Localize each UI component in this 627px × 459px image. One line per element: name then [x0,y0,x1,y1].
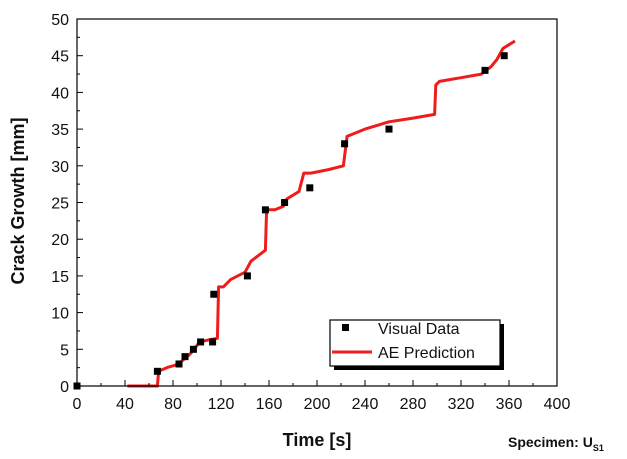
data-point-visual-data-9 [261,206,269,214]
x-tick-label: 400 [544,396,571,413]
data-point-visual-data-3 [181,353,189,361]
data-point-visual-data-10 [281,199,289,206]
x-tick-label: 120 [208,396,235,413]
y-tick-label: 45 [51,49,69,66]
data-point-visual-data-15 [500,52,508,60]
axes: 0 40 80 120 160 200 240 280 320 360 400 0 5 10 15 20 25 3… [51,12,570,413]
legend-label-visual-data: Visual Data [378,321,460,338]
y-tick-label: 15 [51,269,69,286]
x-tick-label: 360 [496,396,523,413]
specimen-label: Specimen: US1 [508,434,604,453]
x-tick-label: 320 [448,396,475,413]
y-tick-label: 20 [51,232,69,249]
legend-label-ae-prediction: AE Prediction [378,345,475,362]
x-tick-label: 240 [352,396,379,413]
data-point-visual-data-1 [153,367,161,375]
y-tick-label: 10 [51,306,69,323]
y-tick-label: 0 [60,379,69,396]
data-point-visual-data-2 [175,360,183,368]
y-axis-label: Crack Growth [mm] [8,117,28,284]
legend: Visual Data AE Prediction [329,319,504,370]
x-tick-label: 280 [400,396,427,413]
y-tick-label: 40 [51,85,69,102]
data-point-visual-data-6 [209,338,217,346]
data-point-visual-data-11 [306,184,314,192]
y-tick-label: 35 [51,122,69,139]
x-tick-label: 200 [304,396,331,413]
y-tick-label: 5 [60,342,69,359]
data-point-visual-data-8 [243,272,251,280]
x-tick-label: 0 [73,396,82,413]
legend-box [329,319,501,367]
y-tick-label: 50 [51,12,69,29]
y-tick-label: 25 [51,196,69,213]
data-point-visual-data-14 [481,66,489,74]
x-axis-label: Time [s] [283,430,352,450]
y-tick-label: 30 [51,159,69,176]
x-tick-label: 160 [256,396,283,413]
legend-marker-visual-data [342,324,349,331]
specimen-label-subscript: S1 [593,443,604,453]
data-point-visual-data-4 [189,345,197,353]
data-point-visual-data-12 [341,140,349,148]
x-tick-label: 40 [116,396,134,413]
data-point-visual-data-5 [197,338,205,346]
x-tick-label: 80 [164,396,182,413]
specimen-label-prefix: Specimen: U [508,434,593,450]
data-point-visual-data-7 [210,290,218,298]
data-point-visual-data-13 [385,125,393,133]
